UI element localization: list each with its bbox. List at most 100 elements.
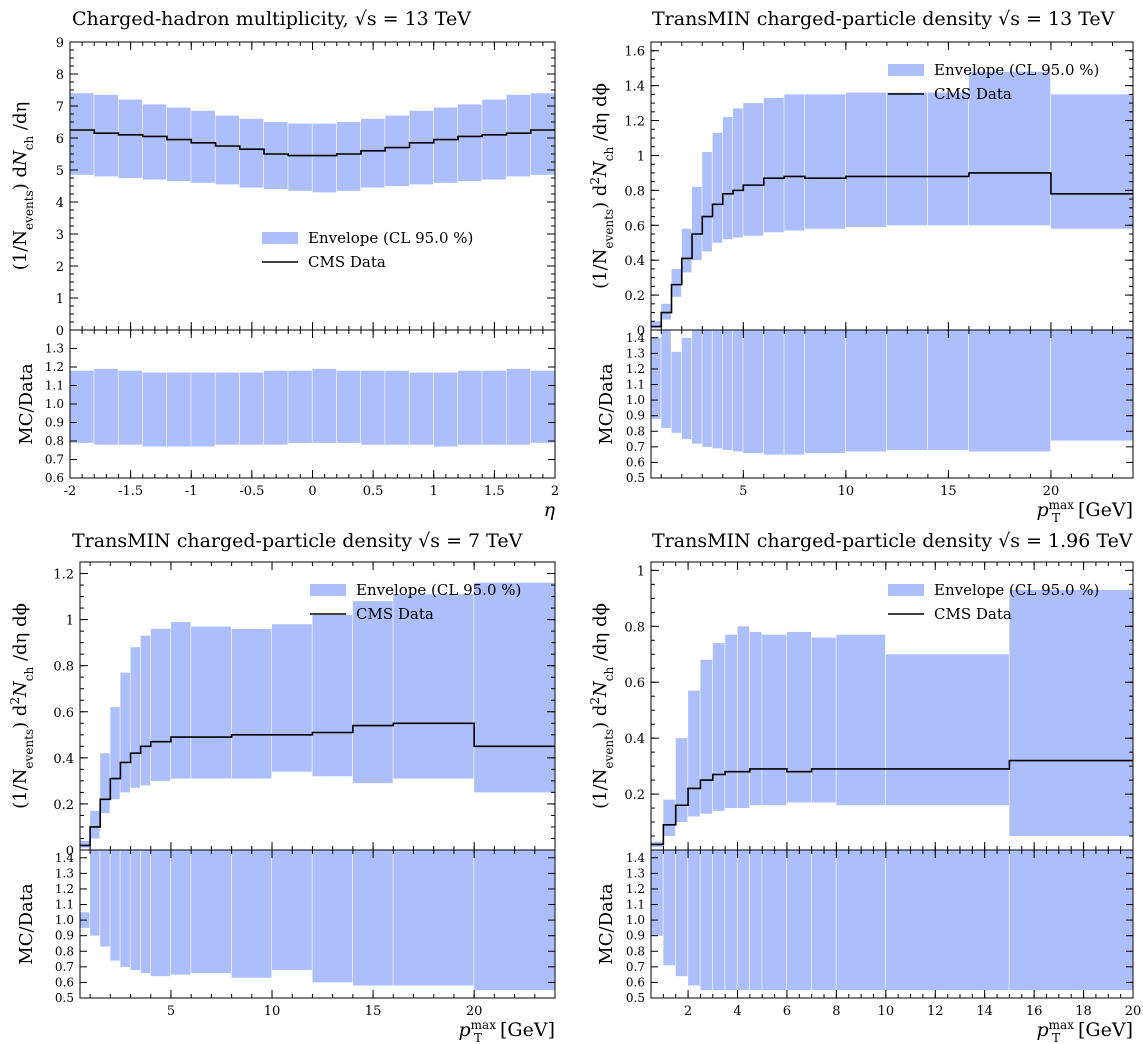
ratio-envelope-bar bbox=[140, 850, 151, 974]
envelope-bar bbox=[506, 94, 531, 177]
ratio-envelope-bar bbox=[811, 850, 836, 991]
ratio-y-axis-label: MC/Data bbox=[596, 883, 617, 965]
ratio-envelope-bar bbox=[120, 850, 130, 967]
x-tick-label: 0.5 bbox=[363, 484, 384, 499]
legend-label-data: CMS Data bbox=[308, 253, 386, 271]
ratio-envelope-bar bbox=[722, 330, 733, 450]
x-axis-label: pmax T [GeV] bbox=[458, 1018, 555, 1044]
ratio-envelope-bar bbox=[142, 372, 167, 447]
ratio-envelope-bar bbox=[506, 368, 531, 445]
chart-svg: 00.20.40.60.811.21.41.60.50.60.70.80.91.… bbox=[588, 41, 1134, 525]
ratio-y-tick-label: 1.3 bbox=[626, 346, 645, 360]
chart-title-prefix: TransMIN charged-particle density bbox=[72, 530, 413, 552]
envelope-bar bbox=[763, 97, 784, 233]
envelope-bar bbox=[702, 151, 712, 252]
y-tick-label: 1 bbox=[637, 564, 645, 579]
x-axis-label: pmax T [GeV] bbox=[1036, 1018, 1133, 1044]
ratio-y-tick-label: 1.2 bbox=[55, 882, 74, 896]
envelope-bar bbox=[675, 738, 688, 823]
chart-svg: 0.20.40.60.810.50.60.70.80.91.01.11.21.3… bbox=[588, 561, 1142, 1044]
ratio-envelope-bar bbox=[786, 850, 812, 991]
ratio-y-axis-label: MC/Data bbox=[596, 363, 617, 445]
ratio-envelope-bar bbox=[361, 370, 385, 445]
ratio-envelope-bar bbox=[215, 372, 240, 445]
ratio-envelope-bar bbox=[70, 370, 94, 443]
x-tick-label: -2 bbox=[64, 484, 77, 499]
chart-title-sqrt: √s bbox=[354, 8, 377, 30]
ratio-envelope-bar bbox=[336, 370, 361, 443]
chart-panel-transmin-13tev: TransMIN charged-particle density √s = 1… bbox=[580, 0, 1143, 525]
envelope-bar bbox=[120, 672, 130, 793]
y-tick-label: 0.2 bbox=[624, 289, 645, 304]
x-tick-label: 20 bbox=[1125, 1004, 1142, 1019]
y-tick-label: 7 bbox=[56, 100, 64, 115]
envelope-bar bbox=[80, 840, 90, 848]
ratio-envelope-bar bbox=[702, 330, 712, 447]
y-axis-label: (1/Nevents) d2Nch /dη dϕ bbox=[8, 603, 36, 809]
x-tick-label: 15 bbox=[365, 1004, 382, 1019]
envelope-bar bbox=[811, 637, 836, 803]
envelope-bar bbox=[100, 753, 110, 814]
envelope-bar bbox=[1050, 94, 1133, 229]
ratio-envelope-bar bbox=[530, 370, 555, 443]
ratio-y-tick-label: 1.0 bbox=[45, 397, 64, 411]
ratio-envelope-bar bbox=[110, 850, 120, 961]
ratio-envelope-bar bbox=[1009, 850, 1133, 991]
envelope-bar bbox=[968, 71, 1051, 226]
ratio-envelope-bar bbox=[409, 372, 434, 445]
ratio-envelope-bar bbox=[712, 330, 723, 449]
legend-swatch-envelope bbox=[888, 64, 924, 76]
y-tick-label: 0.8 bbox=[53, 660, 74, 675]
chart-svg: 00.20.40.60.811.20.50.60.70.80.91.01.11.… bbox=[8, 561, 556, 1044]
chart-title: TransMIN charged-particle density √s = 1… bbox=[652, 8, 1114, 30]
x-tick-label: 6 bbox=[783, 1004, 791, 1019]
data-series-line bbox=[651, 759, 1133, 846]
ratio-plot-frame bbox=[650, 329, 1134, 479]
ratio-y-tick-label: 1.1 bbox=[55, 898, 74, 912]
ratio-envelope-bar bbox=[100, 850, 110, 947]
envelope-bar bbox=[804, 94, 846, 229]
envelope-bar bbox=[393, 594, 474, 779]
envelope-bar bbox=[231, 628, 272, 779]
x-tick-label: 18 bbox=[1075, 1004, 1092, 1019]
ratio-envelope-bar bbox=[688, 850, 700, 986]
ratio-y-tick-label: 1.1 bbox=[45, 379, 64, 393]
x-tick-label: 0 bbox=[308, 484, 316, 499]
data-series-line bbox=[80, 722, 555, 847]
chart-title-sqrt: √s bbox=[998, 530, 1021, 552]
ratio-y-tick-label: 1.0 bbox=[626, 393, 645, 407]
data-series-line bbox=[70, 129, 555, 157]
envelope-bar bbox=[409, 110, 434, 185]
envelope-bar bbox=[886, 92, 928, 226]
ratio-y-tick-label: 1.1 bbox=[626, 378, 645, 392]
chart-title: Charged-hadron multiplicity, √s = 13 TeV bbox=[72, 8, 471, 30]
envelope-bar bbox=[272, 624, 312, 772]
ratio-envelope-bar bbox=[94, 368, 118, 445]
y-tick-label: 0.6 bbox=[624, 676, 645, 691]
legend-label-envelope: Envelope (CL 95.0 %) bbox=[934, 581, 1099, 599]
ratio-y-tick-label: 1.0 bbox=[55, 913, 74, 927]
chart-svg: 0 1 2 3 4 5 6 7 8 9 0.6 0.7 0.8 0.9 1.0 1.1 1.2 1.3 -2 -1.5… bbox=[10, 36, 559, 521]
x-tick-label: -0.5 bbox=[239, 484, 264, 499]
chart-panel-transmin-7tev: TransMIN charged-particle density √s = 7… bbox=[0, 522, 570, 1044]
ratio-y-tick-label: 1.4 bbox=[626, 851, 645, 865]
ratio-envelope-bar bbox=[661, 330, 671, 429]
x-tick-label: 8 bbox=[832, 1004, 840, 1019]
ratio-plot-frame bbox=[650, 849, 1134, 999]
ratio-envelope-bar bbox=[885, 850, 1009, 991]
legend-swatch-envelope bbox=[310, 584, 346, 596]
y-tick-label: 1 bbox=[637, 149, 645, 164]
ratio-y-tick-label: 0.7 bbox=[45, 453, 64, 467]
envelope-bar bbox=[140, 635, 151, 786]
ratio-y-tick-label: 0.6 bbox=[45, 471, 64, 485]
envelope-bar bbox=[90, 810, 100, 839]
ratio-envelope-bar bbox=[474, 850, 555, 991]
ratio-envelope-bar bbox=[167, 372, 191, 447]
ratio-y-tick-label: 0.9 bbox=[45, 416, 64, 430]
envelope-bar bbox=[215, 115, 240, 185]
chart-panel-transmin-196tev: TransMIN charged-particle density √s = 1… bbox=[580, 522, 1143, 1044]
y-tick-label: 1 bbox=[56, 292, 64, 307]
y-tick-label: 0.4 bbox=[53, 752, 74, 767]
ratio-envelope-bar bbox=[288, 370, 312, 443]
legend-label-data: CMS Data bbox=[934, 85, 1012, 103]
